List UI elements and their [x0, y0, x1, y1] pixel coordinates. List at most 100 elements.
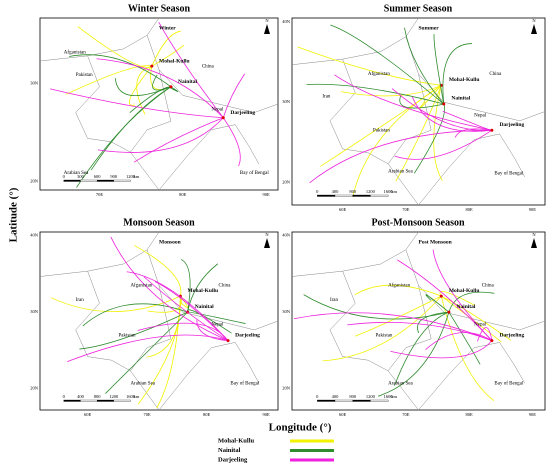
trajectory	[129, 65, 153, 106]
boundary	[387, 285, 432, 371]
city-label: Nainital	[456, 304, 475, 310]
map-frame	[291, 17, 546, 206]
lat-tick: 30N	[30, 80, 39, 85]
scale-bar	[63, 399, 81, 402]
place-label: Bay of Bengal	[494, 171, 523, 176]
scale-bar	[334, 194, 353, 197]
lat-tick: 20N	[30, 178, 39, 183]
place-label: Afganistan	[368, 72, 390, 77]
trajectory	[322, 295, 442, 362]
place-label: Nepal	[474, 323, 487, 328]
scale-label: 1600	[126, 394, 136, 399]
trajectory	[306, 83, 444, 105]
lon-tick: 60E	[339, 412, 347, 417]
trajectory	[114, 78, 172, 97]
trajectory	[413, 103, 445, 174]
trajectory	[77, 26, 153, 68]
scale-bar	[317, 194, 336, 197]
legend-label: Nainital	[218, 447, 241, 454]
trajectory	[50, 88, 224, 119]
trajectory	[151, 30, 181, 67]
trajectory	[179, 295, 188, 308]
trajectory	[432, 249, 493, 341]
trajectory	[433, 34, 445, 105]
map-boundaries	[39, 231, 279, 411]
place-label: China	[219, 284, 232, 289]
boundary	[75, 55, 112, 143]
trajectory	[454, 128, 492, 138]
city-label: Darjeeling	[230, 110, 255, 116]
trajectory	[168, 86, 179, 92]
north-arrow	[531, 238, 537, 248]
boundary	[146, 249, 279, 331]
map-boundaries	[291, 231, 546, 411]
trajectory	[156, 296, 181, 409]
inset-label: Monsoon	[159, 239, 181, 245]
north-arrow	[264, 24, 270, 34]
x-axis-label: Longitude (°)	[269, 422, 332, 434]
city-label: Darjeeling	[499, 333, 524, 339]
trajectory	[133, 117, 224, 163]
panel-title: Summer Season	[384, 3, 453, 14]
lat-tick: 40N	[282, 233, 291, 238]
scale-label: 1200	[126, 174, 136, 179]
trajectory	[395, 85, 442, 182]
boundary	[39, 231, 160, 277]
trajectory	[448, 311, 481, 365]
trajectory	[158, 21, 224, 119]
boundary	[291, 17, 419, 65]
scale-label: 1200	[366, 189, 376, 194]
north-arrow	[264, 238, 270, 248]
scale-bar	[317, 399, 336, 402]
place-label: Pakistan	[119, 333, 136, 338]
place-label: Bay of Bengal	[240, 171, 269, 176]
scale-label: 0	[316, 189, 319, 194]
y-axis-label: Latitude (°)	[8, 187, 20, 242]
lon-tick: 80E	[465, 207, 473, 212]
scale-label: 900	[110, 174, 118, 179]
scale-label: km	[134, 394, 140, 399]
city-label: Nainital	[195, 304, 214, 310]
trajectory	[425, 294, 450, 313]
trajectory	[377, 311, 450, 397]
scale-bar	[113, 399, 131, 402]
scale-label: 1600	[384, 189, 394, 194]
place-label: Afganistan	[130, 284, 152, 289]
trajectory	[293, 312, 493, 341]
panel-title: Monsoon Season	[123, 217, 195, 228]
panel-title: Post-Monsoon Season	[371, 217, 465, 228]
trajectory	[96, 58, 224, 119]
lon-tick: 70E	[402, 207, 410, 212]
trajectory	[477, 327, 493, 342]
scale-label: 600	[94, 174, 102, 179]
site-marker	[490, 128, 494, 132]
trajectory	[143, 276, 229, 341]
trajectory	[399, 95, 444, 109]
trajectory	[394, 129, 493, 160]
place-label: Afganistan	[64, 51, 86, 56]
trajectory	[417, 311, 449, 334]
trajectory	[404, 27, 445, 105]
trajectory	[330, 24, 445, 105]
city-label: Darjeeling	[235, 333, 260, 339]
place-label: Pakistan	[373, 128, 390, 133]
place-label: Arabian Sea	[388, 381, 413, 386]
north-label: N	[265, 18, 269, 23]
place-label: Arabian Sea	[388, 169, 413, 174]
scale-label: km	[391, 189, 397, 194]
scale-label: km	[391, 394, 397, 399]
boundary	[387, 74, 432, 165]
boundary	[405, 36, 546, 122]
trajectory	[154, 281, 229, 341]
trajectory	[448, 291, 495, 313]
trajectory	[439, 291, 475, 306]
lat-tick: 30N	[282, 309, 291, 314]
trajectory	[425, 332, 493, 350]
trajectory	[126, 271, 229, 341]
trajectory	[347, 322, 493, 341]
city-label: Mohal-Kullu	[159, 58, 190, 64]
map-boundaries	[291, 17, 546, 206]
scale-label: 400	[77, 394, 85, 399]
trajectory	[90, 86, 172, 171]
